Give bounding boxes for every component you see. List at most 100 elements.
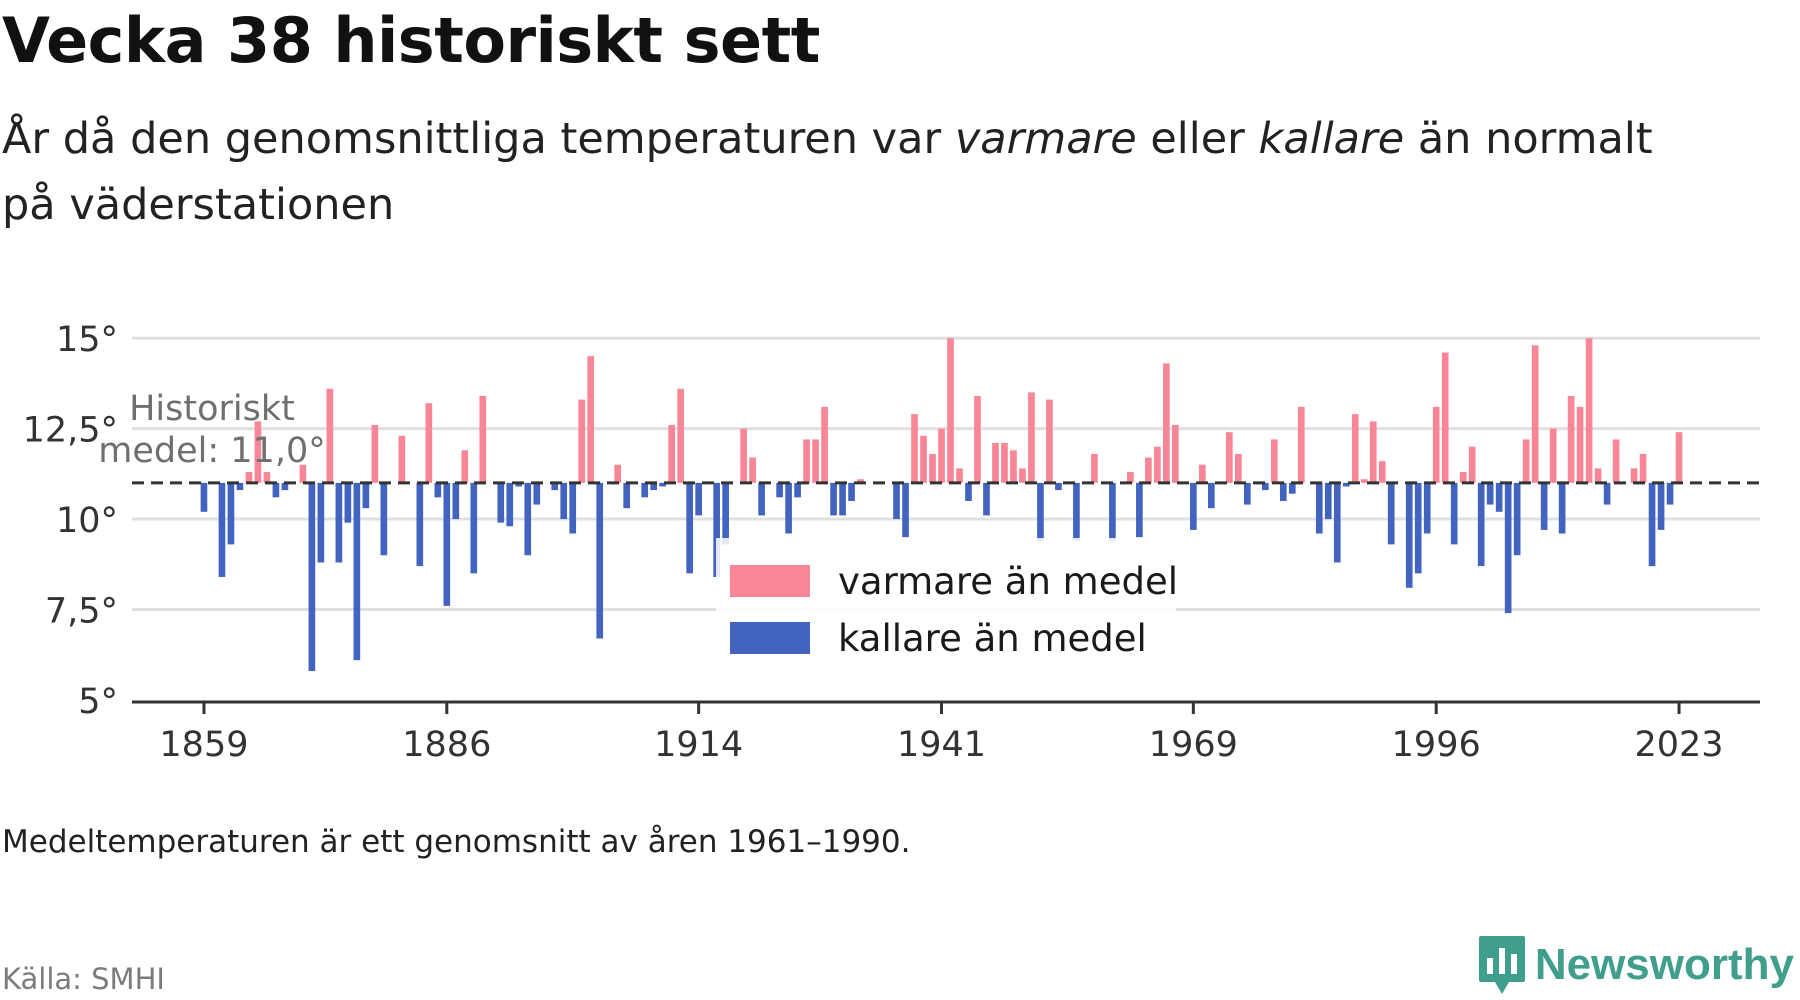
bar-1936	[893, 482, 900, 520]
bar-2001	[1477, 482, 1485, 567]
legend-swatch-cold	[730, 622, 810, 654]
chart-subtitle: År då den genomsnittliga temperaturen va…	[2, 106, 1702, 238]
bar-2023	[1675, 432, 1683, 483]
bar-1871	[308, 482, 316, 672]
brand-name: Newsworthy	[1534, 940, 1794, 989]
bar-1941	[938, 428, 945, 483]
bar-1945	[974, 396, 981, 483]
bar-1939	[920, 435, 927, 483]
bar-1898	[551, 482, 559, 491]
bar-2002	[1486, 482, 1494, 505]
bar-1985	[1333, 482, 1341, 563]
subtitle-emphasis-warmer: varmare	[954, 114, 1137, 164]
bar-1884	[425, 403, 433, 483]
bar-2021	[1657, 482, 1665, 530]
y-axis-ticks: 5° 7,5° 10° 12,5° 15°	[23, 320, 118, 722]
bar-1911	[668, 424, 675, 483]
subtitle-text-2: eller	[1136, 114, 1259, 164]
chart-title: Vecka 38 historiskt sett	[2, 4, 820, 77]
bar-1997	[1441, 352, 1449, 483]
bar-2020	[1648, 482, 1656, 567]
legend: varmare än medel kallare än medel	[716, 538, 1178, 660]
bar-2004	[1504, 482, 1512, 614]
bar-1887	[452, 482, 460, 520]
bar-1954	[1055, 482, 1062, 491]
bar-1909	[650, 482, 658, 491]
bar-1952	[1037, 482, 1044, 541]
temperature-bar-chart: 5° 7,5° 10° 12,5° 15° Historiskt medel: 11,0…	[23, 320, 1760, 765]
bar-1984	[1324, 482, 1332, 520]
x-axis-ticks: 1859 1886 1914 1941 1969 1996 2023	[159, 702, 1724, 765]
bar-1924	[785, 482, 792, 534]
bar-2003	[1495, 482, 1503, 512]
bar-1987	[1351, 414, 1359, 483]
bar-1862	[227, 482, 235, 545]
bar-1990	[1378, 461, 1386, 483]
bar-1920	[749, 457, 756, 483]
bar-1890	[479, 396, 487, 483]
bar-1983	[1315, 482, 1323, 534]
bar-1921	[758, 482, 765, 516]
bars	[200, 338, 1683, 672]
bar-1964	[1145, 457, 1152, 483]
bar-1919	[740, 428, 747, 483]
bar-chart-speech-bubble-icon	[1478, 936, 1525, 994]
bar-1967	[1172, 424, 1179, 483]
bar-1878	[371, 424, 379, 483]
bar-1958	[1091, 453, 1098, 483]
bar-1916	[713, 482, 720, 577]
bar-1906	[623, 482, 631, 509]
bar-2022	[1666, 482, 1674, 505]
bar-1901	[578, 399, 586, 483]
bar-1859	[200, 482, 208, 512]
bar-1943	[956, 468, 963, 483]
bar-1965	[1154, 446, 1161, 483]
bar-1951	[1028, 392, 1035, 483]
bar-1927	[812, 439, 819, 483]
bar-1899	[560, 482, 568, 520]
bar-1879	[380, 482, 388, 556]
bar-1999	[1459, 472, 1467, 483]
bar-1947	[992, 443, 999, 483]
bar-2013	[1585, 338, 1593, 483]
bar-2008	[1540, 482, 1548, 530]
bar-1875	[344, 482, 352, 523]
bar-2000	[1468, 446, 1476, 483]
bar-1896	[533, 482, 541, 505]
bar-1905	[614, 464, 622, 483]
bar-1908	[641, 482, 649, 498]
bar-1866	[263, 472, 271, 483]
bar-1995	[1423, 482, 1431, 534]
bar-2012	[1576, 406, 1584, 483]
bar-1937	[902, 482, 909, 538]
legend-label-warm: varmare än medel	[838, 560, 1178, 603]
bar-1872	[317, 482, 325, 563]
bar-1892	[497, 482, 505, 523]
bar-1980	[1288, 482, 1296, 494]
bar-1900	[569, 482, 577, 534]
legend-label-cold: kallare än medel	[838, 617, 1147, 660]
subtitle-text-3: än normalt på väderstationen	[2, 114, 1653, 230]
bar-1923	[776, 482, 783, 498]
bar-1910	[659, 482, 667, 487]
bar-2019	[1639, 453, 1647, 483]
bar-1893	[506, 482, 514, 527]
bar-1877	[362, 482, 370, 509]
bar-1932	[857, 479, 864, 483]
bar-1986	[1342, 482, 1350, 487]
bar-1889	[470, 482, 478, 574]
bar-2005	[1513, 482, 1521, 556]
bar-1902	[587, 356, 595, 483]
bar-2015	[1603, 482, 1611, 505]
bar-2018	[1630, 468, 1638, 483]
bar-1861	[218, 482, 226, 577]
bar-1973	[1225, 432, 1233, 483]
x-tick-label: 1941	[897, 725, 986, 765]
brand-logo: Newsworthy	[1477, 934, 1794, 996]
bar-1970	[1199, 464, 1206, 483]
bar-1966	[1163, 363, 1170, 483]
bar-1873	[326, 388, 334, 483]
y-tick-label: 7,5°	[45, 592, 118, 632]
bar-1950	[1019, 468, 1026, 483]
bar-2010	[1558, 482, 1566, 534]
